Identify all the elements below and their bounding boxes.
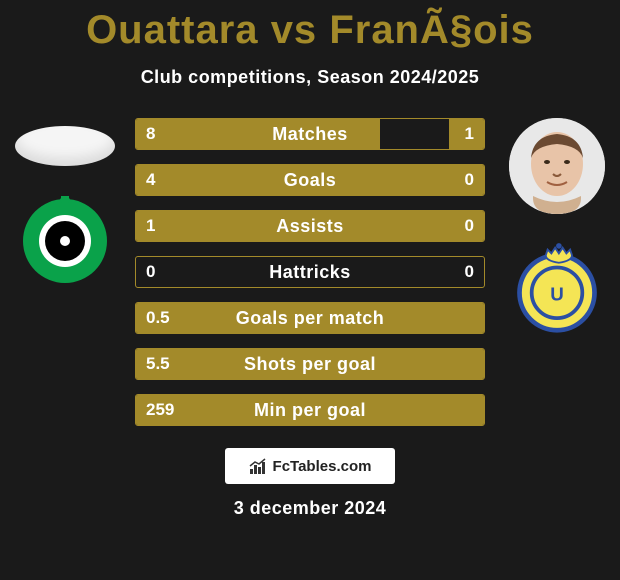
subtitle: Club competitions, Season 2024/2025: [0, 67, 620, 88]
bar-label: Min per goal: [136, 395, 484, 425]
date-label: 3 december 2024: [0, 498, 620, 519]
brand-badge: FcTables.com: [225, 448, 395, 484]
bar-value-right: 1: [465, 119, 474, 149]
page-title: Ouattara vs FranÃ§ois: [0, 0, 620, 53]
stat-bar: 0Hattricks0: [135, 256, 485, 288]
left-column: [15, 118, 115, 286]
stat-bar: 4Goals0: [135, 164, 485, 196]
bar-value-right: 0: [465, 257, 474, 287]
club-badge-left: [20, 196, 110, 286]
cercle-brugge-icon: [20, 196, 110, 286]
stat-bar: 5.5Shots per goal: [135, 348, 485, 380]
svg-text:U: U: [550, 283, 564, 304]
bar-label: Goals: [136, 165, 484, 195]
stat-bar: 1Assists0: [135, 210, 485, 242]
title-left: Ouattara: [86, 8, 259, 52]
stat-bar: 8Matches1: [135, 118, 485, 150]
bar-label: Goals per match: [136, 303, 484, 333]
stat-bar: 0.5Goals per match: [135, 302, 485, 334]
player-face-icon: [509, 118, 605, 214]
club-badge-right: U: [512, 244, 602, 334]
bar-label: Shots per goal: [136, 349, 484, 379]
bar-value-right: 0: [465, 165, 474, 195]
bar-label: Hattricks: [136, 257, 484, 287]
right-column: U: [509, 118, 605, 334]
title-vs: vs: [271, 8, 318, 52]
main-content: 8Matches14Goals01Assists00Hattricks00.5G…: [0, 118, 620, 426]
stat-bar: 259Min per goal: [135, 394, 485, 426]
brand-text: FcTables.com: [273, 458, 372, 475]
bar-label: Matches: [136, 119, 484, 149]
player-photo-right: [509, 118, 605, 214]
chart-icon: [249, 457, 269, 475]
title-right: FranÃ§ois: [329, 8, 534, 52]
union-sg-icon: U: [512, 241, 602, 337]
bar-value-right: 0: [465, 211, 474, 241]
stat-bars: 8Matches14Goals01Assists00Hattricks00.5G…: [135, 118, 485, 426]
bar-label: Assists: [136, 211, 484, 241]
player-photo-left: [15, 126, 115, 166]
